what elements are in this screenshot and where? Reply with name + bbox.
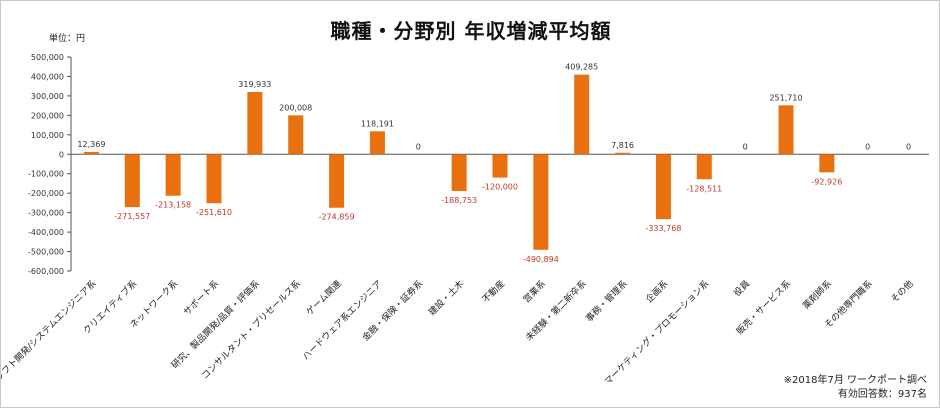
category-label: 役員 (731, 278, 752, 299)
data-label: 0 (906, 142, 911, 151)
data-label: -188,753 (441, 196, 477, 205)
data-label: -251,610 (196, 208, 232, 217)
bar (247, 92, 263, 155)
data-label: 12,369 (77, 140, 105, 149)
y-tick-label: -500,000 (28, 248, 64, 257)
bar (696, 154, 712, 180)
y-tick-label: -200,000 (28, 189, 64, 198)
bar (124, 154, 140, 208)
category-label: ハードウェア系エンジニア (300, 278, 384, 362)
bar (655, 154, 671, 220)
bar (492, 154, 508, 178)
data-label: 0 (416, 142, 421, 151)
category-label: 営業系 (520, 278, 548, 306)
data-label: -274,859 (319, 213, 355, 222)
category-label: 薬剤師系 (800, 278, 834, 312)
y-tick-label: 300,000 (31, 92, 64, 101)
data-label: 0 (865, 142, 870, 151)
bar (574, 74, 590, 155)
data-label: 118,191 (361, 119, 394, 128)
respondents-note: 有効回答数：937名 (837, 389, 927, 400)
bar (615, 152, 631, 155)
data-label: -128,511 (686, 184, 722, 193)
data-label: -333,768 (645, 224, 681, 233)
y-tick-label: 100,000 (31, 131, 64, 140)
data-label: -271,557 (114, 212, 150, 221)
y-tick-label: -300,000 (28, 209, 64, 218)
y-tick-label: 400,000 (31, 72, 64, 81)
bar (165, 154, 181, 196)
y-tick-label: 200,000 (31, 111, 64, 120)
data-label: 7,816 (611, 141, 634, 150)
data-label: -120,000 (482, 183, 518, 192)
category-label: その他 (888, 278, 916, 306)
bar (778, 105, 794, 155)
y-tick-label: -600,000 (28, 267, 64, 276)
category-label: 建設・土木 (426, 278, 466, 318)
bar (819, 154, 835, 173)
bar (451, 154, 467, 191)
y-tick-label: -100,000 (28, 170, 64, 179)
bar (288, 115, 304, 155)
data-label: 251,710 (769, 93, 802, 102)
bar (206, 154, 222, 204)
category-label: ゲーム関連 (304, 278, 344, 318)
chart-title: 職種・分野別 年収増減平均額 (330, 19, 612, 43)
bar (369, 131, 385, 155)
category-label: 不動産 (480, 278, 508, 306)
data-label: -490,894 (523, 255, 559, 264)
data-label: -213,158 (155, 201, 191, 210)
data-label: 409,285 (565, 63, 598, 72)
data-label: 200,008 (279, 103, 312, 112)
unit-label: 単位：円 (49, 34, 86, 44)
data-label: 319,933 (238, 80, 271, 89)
category-label: サポート系 (182, 278, 222, 318)
data-label: -92,926 (811, 177, 842, 186)
bar (533, 154, 549, 250)
y-tick-label: 0 (59, 150, 64, 159)
bar (83, 151, 99, 155)
y-tick-label: 500,000 (31, 53, 64, 62)
source-note: ※2018年7月 ワークポート調べ (783, 375, 927, 386)
data-label: 0 (743, 142, 748, 151)
category-label: 企画系 (643, 278, 671, 306)
bar (329, 154, 345, 208)
category-label: 事務・管理系 (583, 278, 630, 325)
y-tick-label: -400,000 (28, 228, 64, 237)
